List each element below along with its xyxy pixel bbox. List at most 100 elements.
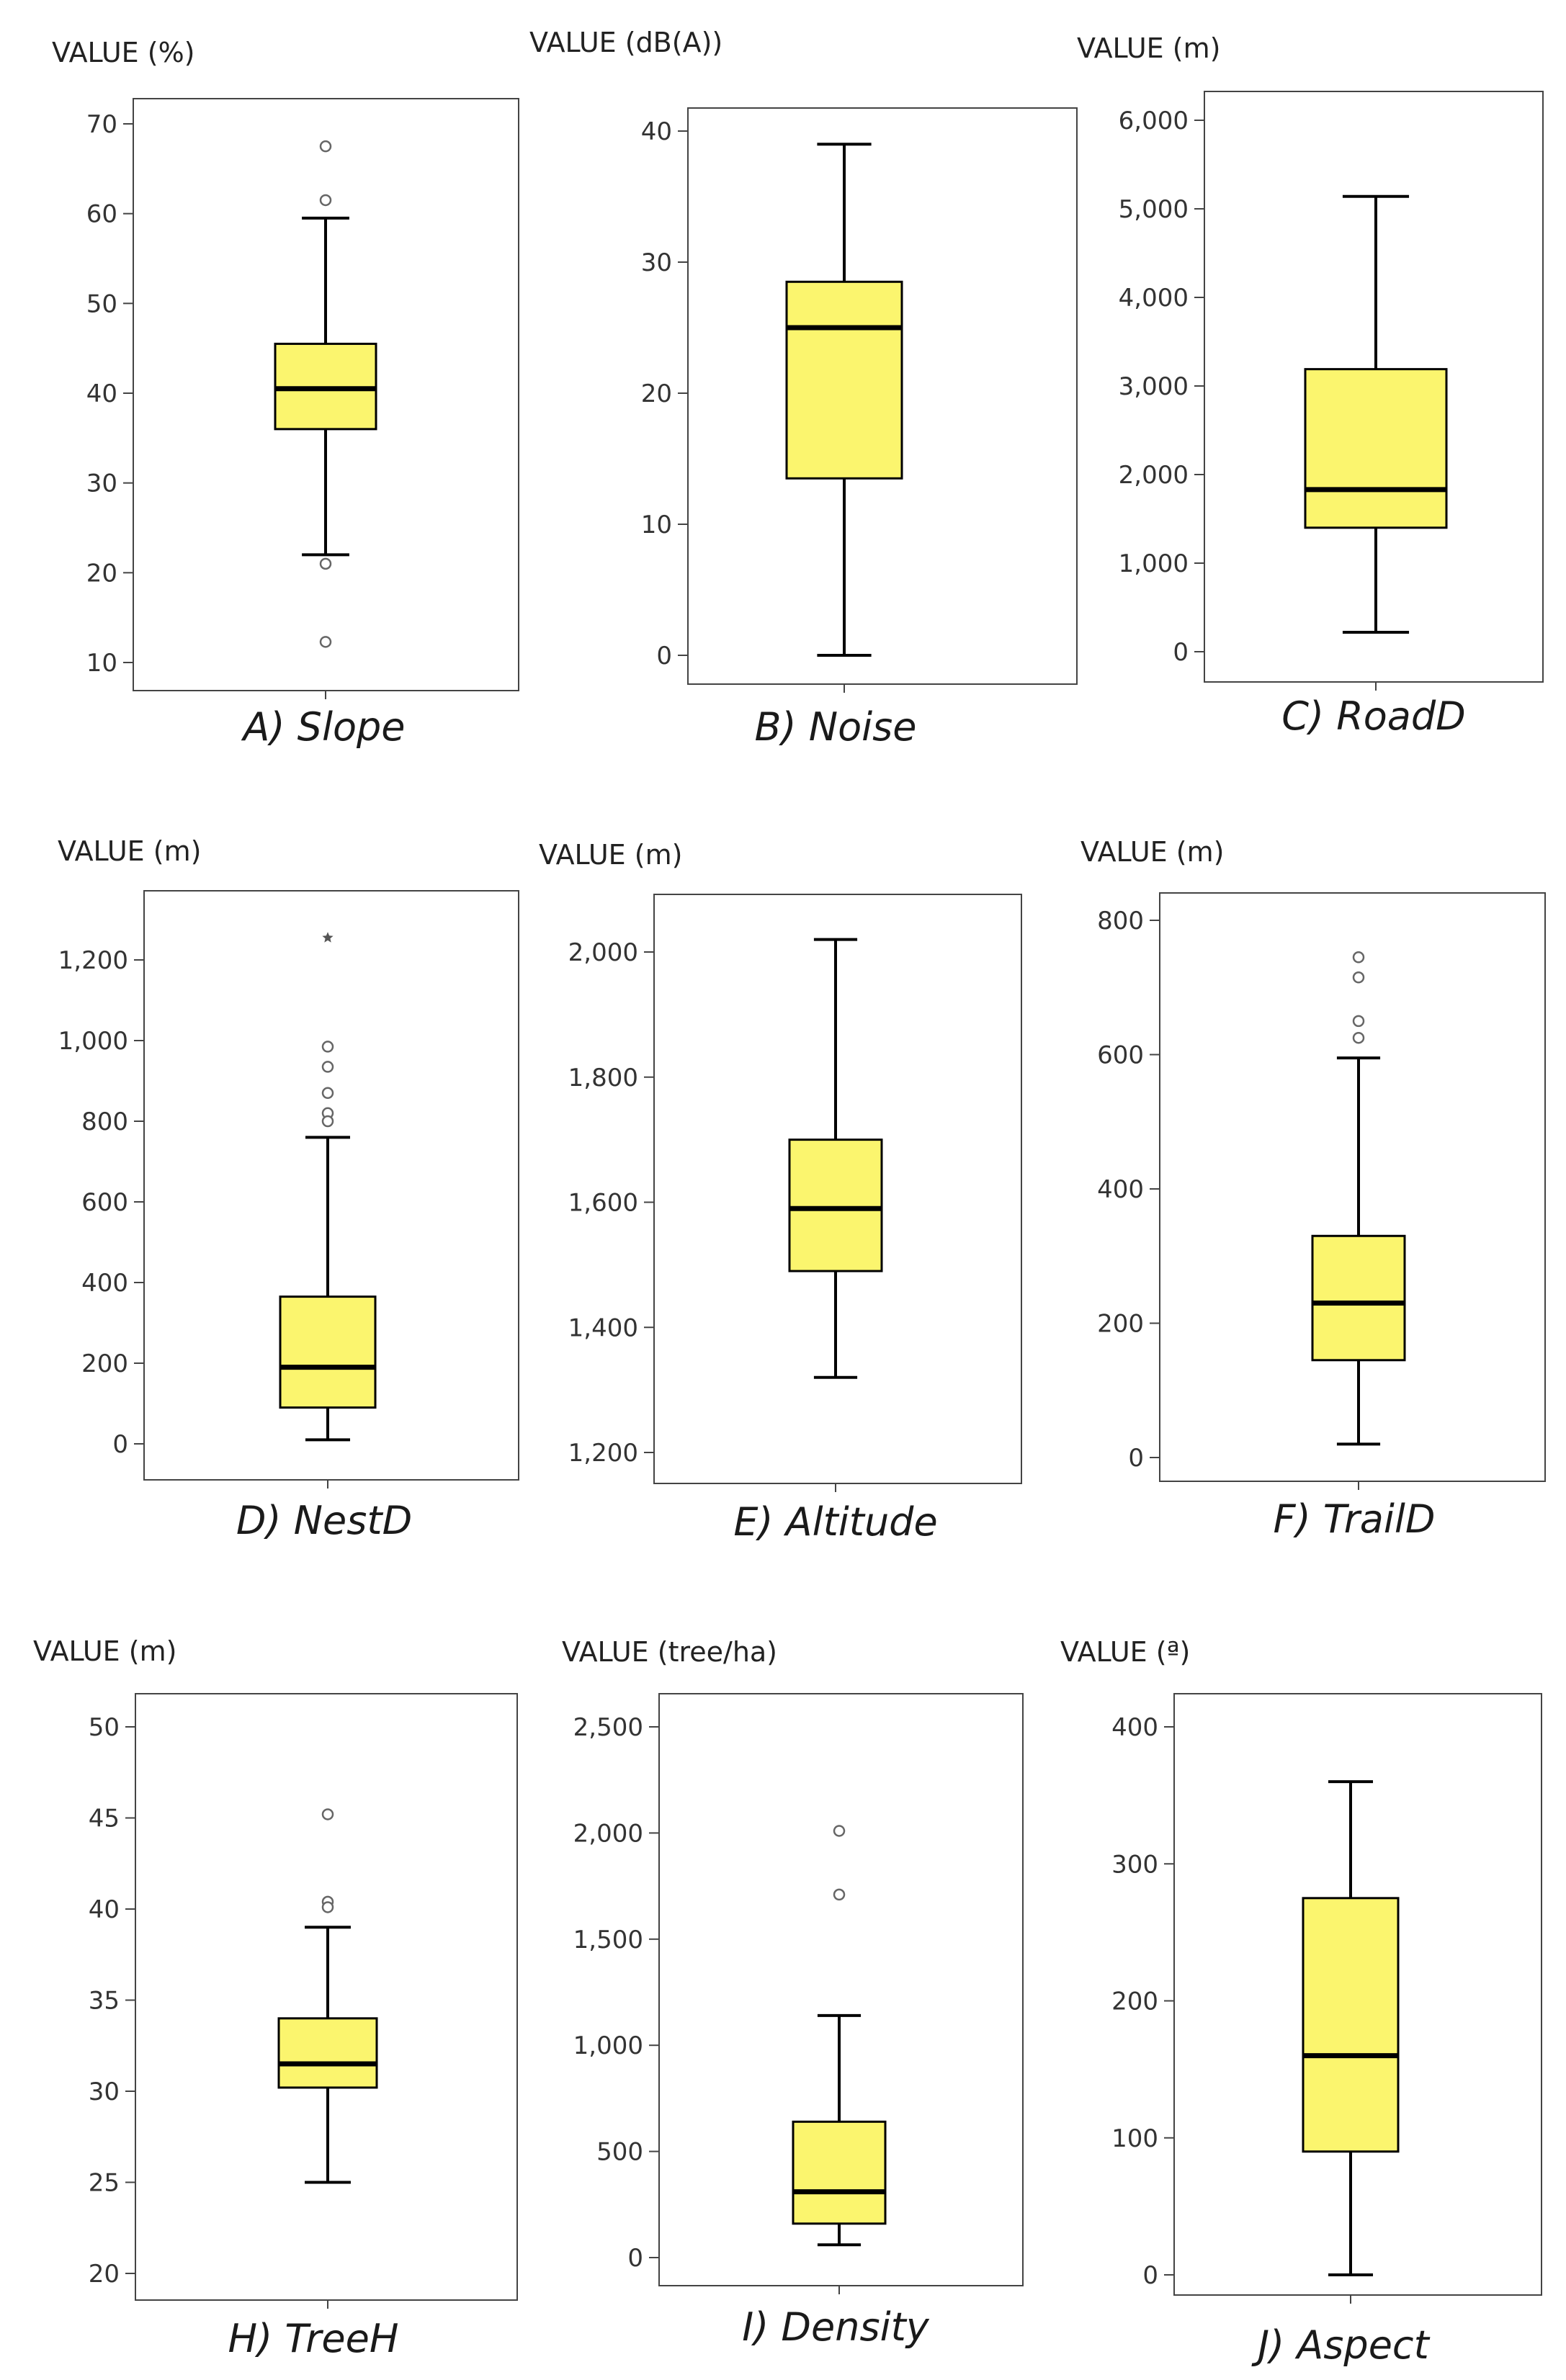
outlier-point (321, 1041, 334, 1053)
y-tick-label: 2,000 (1119, 461, 1189, 490)
plot-frame (653, 894, 1022, 1484)
panel-title: E) Altitude (733, 1499, 937, 1545)
y-tick-label: 200 (1111, 1988, 1158, 2016)
y-tick-label: 25 (89, 2169, 120, 2198)
plot-frame (143, 890, 519, 1481)
y-tick-label: 40 (641, 117, 672, 146)
y-tick-label: 10 (86, 649, 117, 678)
outlier-point (319, 557, 332, 570)
outlier-point (321, 1808, 334, 1820)
y-tick-label: 200 (81, 1350, 128, 1378)
y-tick-label: 2,000 (573, 1819, 643, 1848)
y-tick-label: 4,000 (1119, 284, 1189, 313)
y-tick-label: 1,600 (568, 1189, 638, 1218)
y-tick-label: 6,000 (1119, 107, 1189, 135)
iqr-box (277, 2017, 378, 2089)
plot-frame (1159, 892, 1546, 1482)
y-tick-label: 45 (89, 1805, 120, 1833)
y-tick-label: 2,500 (573, 1713, 643, 1742)
outlier-point (1352, 1015, 1365, 1028)
y-axis-label: VALUE (ª) (1060, 1636, 1190, 1668)
y-axis-label: VALUE (%) (52, 37, 195, 68)
outlier-point (1352, 1031, 1365, 1044)
outlier-point (321, 1901, 334, 1913)
y-tick-label: 0 (1173, 638, 1189, 667)
y-axis-label: VALUE (tree/ha) (562, 1636, 777, 1668)
panel-title: A) Slope (241, 704, 406, 750)
plot-frame (1173, 1693, 1542, 2296)
panel-title: F) TrailD (1274, 1496, 1436, 1542)
y-tick-label: 300 (1111, 1850, 1158, 1879)
y-tick-label: 35 (89, 1987, 120, 2016)
plot-frame (687, 107, 1078, 685)
y-tick-label: 20 (641, 380, 672, 408)
y-tick-label: 1,500 (573, 1926, 643, 1954)
y-tick-label: 20 (86, 559, 117, 588)
boxplot-panel-3: 0 1,000 2,000 3,000 4,000 5,000 6,000 VALUE (m)… (1077, 32, 1544, 739)
y-tick-label: 0 (656, 642, 672, 670)
y-tick-label: 40 (89, 1895, 120, 1924)
boxplot-panel-5: 1,200 1,400 1,600 1,800 2,000 VALUE (m) E) Alt… (539, 839, 1022, 1545)
y-tick-label: 60 (86, 200, 117, 229)
y-tick-label: 200 (1097, 1310, 1144, 1339)
y-tick-label: 0 (1128, 1444, 1144, 1473)
boxplot-panel-1: 10 20 30 40 50 60 70 VALUE (%) A) Slope (52, 37, 519, 750)
y-tick-label: 5,000 (1119, 195, 1189, 224)
y-tick-label: 100 (1111, 2124, 1158, 2153)
boxplot-panel-2: 0 10 20 30 40 VALUE (dB(A)) B) Noise (529, 27, 1078, 750)
y-axis-label: VALUE (dB(A)) (529, 27, 722, 58)
iqr-box (279, 1295, 377, 1409)
y-tick-label: 50 (86, 289, 117, 318)
boxplot-panel-6: 0 200 400 600 800 VALUE (m) F) TrailD (1080, 836, 1546, 1542)
iqr-box (785, 280, 903, 480)
iqr-box (792, 2120, 887, 2225)
outlier-point (319, 636, 332, 648)
outlier-point (833, 1888, 846, 1901)
y-tick-label: 500 (596, 2138, 643, 2167)
y-tick-label: 1,200 (58, 946, 128, 975)
y-tick-label: 1,000 (58, 1027, 128, 1056)
boxplot-panel-8: 0 500 1,000 1,500 2,000 2,500 VALUE (tree/ha) I… (562, 1636, 1024, 2350)
y-axis-label: VALUE (m) (58, 835, 201, 867)
y-tick-label: 400 (1111, 1713, 1158, 1742)
y-tick-label: 30 (641, 248, 672, 277)
outlier-point (321, 1061, 334, 1073)
panel-title: C) RoadD (1281, 693, 1465, 739)
panel-title: J) Aspect (1251, 2322, 1430, 2368)
y-tick-label: 30 (86, 470, 117, 498)
iqr-box (1311, 1234, 1406, 1362)
outlier-point (319, 194, 332, 207)
y-tick-label: 600 (81, 1188, 128, 1217)
y-tick-label: 1,400 (568, 1314, 638, 1342)
y-tick-label: 2,000 (568, 938, 638, 967)
y-tick-label: 1,000 (1119, 549, 1189, 578)
y-tick-label: 3,000 (1119, 372, 1189, 401)
outlier-point (319, 140, 332, 153)
panel-title: I) Density (742, 2304, 929, 2350)
y-tick-label: 0 (627, 2244, 643, 2273)
y-tick-label: 0 (1142, 2261, 1158, 2290)
outlier-point (833, 1825, 846, 1837)
boxplot-panel-4: 0 200 400 600 800 1,000 1,200 VALUE (m) D) NestD (58, 835, 519, 1543)
y-tick-label: 30 (89, 2078, 120, 2106)
y-tick-label: 40 (86, 380, 117, 408)
y-tick-label: 20 (89, 2260, 120, 2289)
y-tick-label: 400 (1097, 1175, 1144, 1204)
y-tick-label: 70 (86, 110, 117, 139)
y-tick-label: 400 (81, 1269, 128, 1298)
panel-title: D) NestD (236, 1498, 412, 1543)
y-axis-label: VALUE (m) (539, 839, 682, 871)
outlier-point (1352, 971, 1365, 984)
y-tick-label: 0 (112, 1430, 128, 1459)
y-tick-label: 50 (89, 1713, 120, 1742)
iqr-box (1302, 1897, 1400, 2153)
outlier-point (321, 1115, 334, 1128)
y-tick-label: 1,200 (568, 1439, 638, 1468)
y-tick-label: 800 (1097, 907, 1144, 935)
y-tick-label: 1,000 (573, 2031, 643, 2060)
plot-frame (658, 1693, 1024, 2286)
boxplot-panel-9: 0 100 200 300 400 VALUE (ª) J) Aspect (1060, 1636, 1542, 2368)
panel-title: B) Noise (754, 704, 916, 750)
outlier-point (321, 1087, 334, 1100)
